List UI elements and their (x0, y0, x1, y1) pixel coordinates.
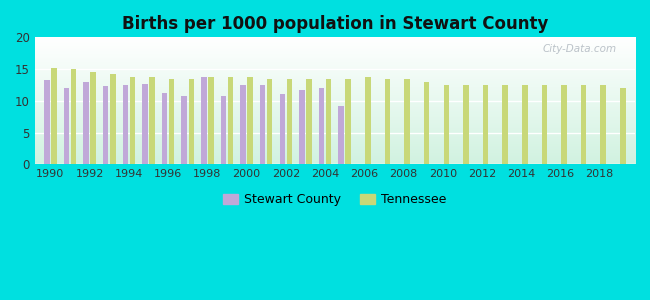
Bar (385, 79, 390, 164)
Bar (162, 93, 167, 164)
Bar (103, 86, 109, 164)
Bar (64, 88, 70, 164)
Bar (142, 84, 148, 164)
Bar (365, 77, 370, 164)
Bar (51, 68, 57, 164)
Text: City-Data.com: City-Data.com (543, 44, 617, 54)
Bar (208, 77, 214, 164)
Bar (581, 85, 586, 164)
Bar (110, 74, 116, 164)
Bar (221, 96, 226, 164)
Bar (71, 69, 76, 164)
Bar (267, 79, 272, 164)
Bar (150, 77, 155, 164)
Legend: Stewart County, Tennessee: Stewart County, Tennessee (218, 188, 452, 211)
Bar (601, 85, 606, 164)
Bar (483, 85, 488, 164)
Bar (227, 77, 233, 164)
Bar (240, 85, 246, 164)
Bar (299, 90, 305, 164)
Bar (620, 88, 625, 164)
Bar (188, 79, 194, 164)
Bar (90, 72, 96, 164)
Bar (463, 85, 469, 164)
Bar (201, 77, 207, 164)
Bar (181, 96, 187, 164)
Bar (404, 79, 410, 164)
Bar (280, 94, 285, 164)
Bar (260, 85, 265, 164)
Bar (502, 85, 508, 164)
Bar (83, 82, 89, 164)
Bar (541, 85, 547, 164)
Bar (287, 79, 292, 164)
Title: Births per 1000 population in Stewart County: Births per 1000 population in Stewart Co… (122, 15, 548, 33)
Bar (561, 85, 567, 164)
Bar (306, 79, 312, 164)
Bar (169, 79, 174, 164)
Bar (44, 80, 49, 164)
Bar (424, 82, 430, 164)
Bar (326, 79, 332, 164)
Bar (318, 88, 324, 164)
Bar (248, 77, 253, 164)
Bar (339, 106, 344, 164)
Bar (130, 77, 135, 164)
Bar (443, 85, 449, 164)
Bar (123, 85, 128, 164)
Bar (345, 79, 351, 164)
Bar (522, 85, 528, 164)
